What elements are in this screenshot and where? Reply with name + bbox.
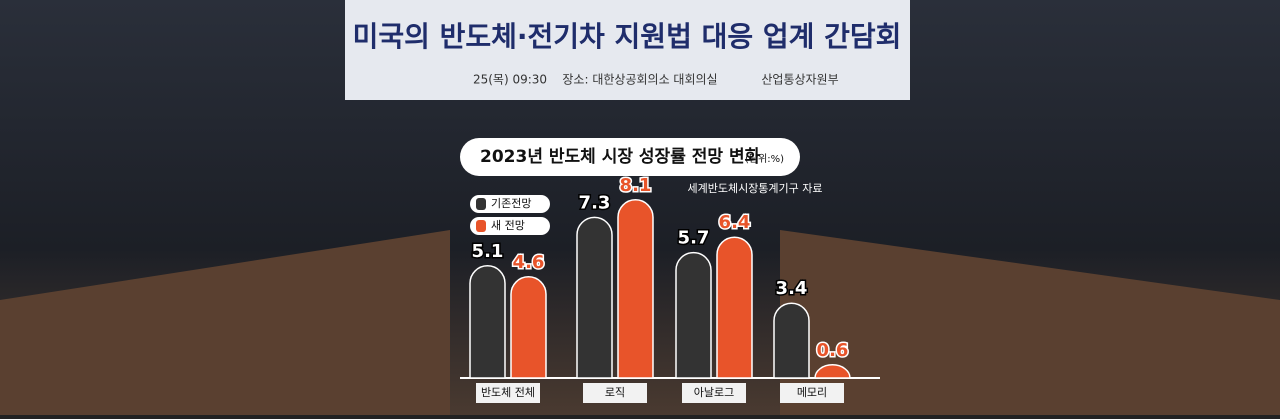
legend-label: 새 전망 <box>491 219 525 232</box>
value-label: 0.6 <box>817 340 849 361</box>
legend-swatch <box>476 198 486 210</box>
category-label-box <box>682 383 746 403</box>
legend-label: 기존전망 <box>491 197 531 210</box>
source-note: 세계반도체시장통계기구 자료 <box>687 182 822 195</box>
table-right <box>780 230 1280 415</box>
x-tick-label: 반도체 전체 <box>481 386 535 399</box>
value-label: 5.7 <box>678 228 710 249</box>
x-tick-label: 아날로그 <box>694 386 734 399</box>
banner <box>345 0 910 100</box>
bar <box>814 364 851 379</box>
x-tick-label: 메모리 <box>797 386 827 399</box>
x-tick-label: 로직 <box>605 386 625 399</box>
value-label: 5.1 <box>472 241 504 262</box>
value-label: 3.4 <box>776 278 808 299</box>
bar <box>675 251 712 379</box>
bar <box>576 216 613 379</box>
title-box <box>460 138 800 176</box>
banner-place: 장소: 대한상공회의소 대회의실 <box>562 73 717 87</box>
value-label: 8.1 <box>620 175 652 196</box>
legend-swatch <box>476 220 486 232</box>
banner-title: 미국의 반도체·전기차 지원법 대응 업계 간담회 <box>353 20 902 53</box>
value-label: 4.6 <box>513 252 545 273</box>
bar <box>510 276 547 379</box>
banner-org: 산업통상자원부 <box>761 73 838 87</box>
chart-title: 2023년 반도체 시장 성장률 전망 변화 <box>480 147 761 167</box>
bar <box>716 236 753 379</box>
legend-box <box>470 217 550 235</box>
value-label: 7.3 <box>579 192 611 213</box>
banner-time: 25(목) 09:30 <box>473 73 547 87</box>
unit-label: (단위:%) <box>745 152 784 165</box>
category-label-box <box>476 383 540 403</box>
bar <box>617 199 654 379</box>
category-label-box <box>583 383 647 403</box>
bar <box>469 265 506 379</box>
bar <box>773 302 810 379</box>
category-label-box <box>780 383 844 403</box>
value-label: 6.4 <box>719 212 751 233</box>
legend-box <box>470 195 550 213</box>
table-left <box>0 230 450 415</box>
